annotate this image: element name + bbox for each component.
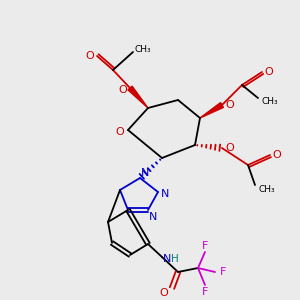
Text: O: O (85, 51, 94, 61)
Text: N: N (141, 168, 149, 178)
Text: F: F (202, 287, 208, 297)
Polygon shape (128, 86, 148, 108)
Polygon shape (200, 103, 224, 118)
Text: O: O (226, 100, 234, 110)
Text: O: O (118, 85, 127, 95)
Text: O: O (160, 288, 168, 298)
Text: O: O (226, 143, 234, 153)
Text: H: H (171, 254, 179, 264)
Text: O: O (265, 67, 273, 77)
Text: F: F (202, 241, 208, 251)
Text: O: O (273, 150, 281, 160)
Text: CH₃: CH₃ (259, 184, 275, 194)
Text: CH₃: CH₃ (262, 98, 278, 106)
Text: N: N (161, 189, 169, 199)
Text: CH₃: CH₃ (135, 46, 151, 55)
Text: N: N (163, 254, 171, 264)
Text: O: O (116, 127, 124, 137)
Text: N: N (149, 212, 157, 222)
Text: F: F (220, 267, 226, 277)
